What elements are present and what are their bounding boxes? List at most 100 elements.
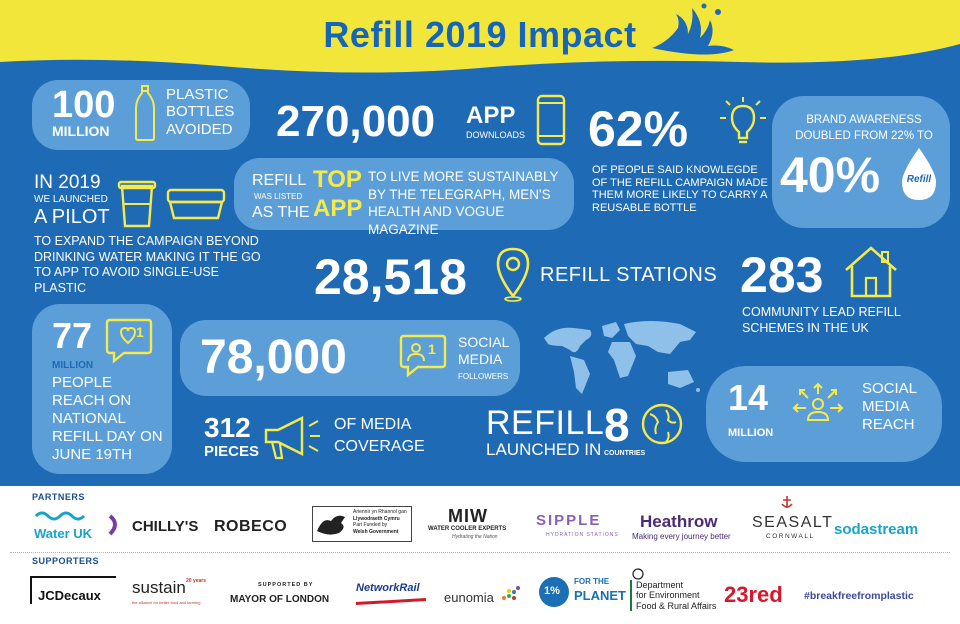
- social-reach-number: 14: [728, 377, 769, 418]
- splash-icon: [652, 3, 734, 55]
- one-percent-line2: PLANET: [574, 588, 626, 603]
- bottle-icon: [135, 85, 155, 141]
- media-number: 312: [204, 412, 251, 443]
- page-title: Refill 2019 Impact: [323, 14, 637, 55]
- top-app-app: APP: [313, 195, 363, 222]
- supporter-23red: 23red: [724, 582, 783, 607]
- defra-line3: Food & Rural Affairs: [636, 600, 717, 611]
- footer: PARTNERS Water UK CHILLY'S ROBECO Arienn…: [0, 486, 960, 624]
- sustain-badge: 20 years: [186, 578, 207, 584]
- social-reach-text: SOCIAL MEDIA REACH: [862, 380, 917, 433]
- top-app-text: TO LIVE MORE SUSTAINABLY BY THE TELEGRAP…: [368, 169, 559, 237]
- countries-unit: COUNTRIES: [604, 450, 646, 457]
- network-icon: [792, 382, 844, 421]
- seasalt-sub: CORNWALL: [766, 533, 815, 540]
- countries-launched: LAUNCHED IN: [486, 440, 602, 459]
- defra-line1: Department: [636, 580, 684, 590]
- social-number: 78,000: [200, 331, 347, 384]
- partner-miw: MIW: [448, 506, 488, 526]
- sustain-sub: the alliance for better food and farming: [132, 600, 201, 605]
- top-app-top: TOP: [313, 166, 362, 193]
- partner-sipple: SIPPLE: [536, 512, 602, 529]
- partner-chillys: CHILLY'S: [132, 518, 199, 535]
- cup-and-box-icon: [117, 180, 226, 228]
- drop-text: Refill: [906, 174, 932, 185]
- social-card: [180, 320, 520, 396]
- world-map-icon: [544, 321, 700, 394]
- crest-icon: [632, 568, 644, 580]
- one-percent-line1: FOR THE: [574, 577, 610, 586]
- reach77-card: [32, 304, 172, 474]
- water-uk-logo-icon: [34, 511, 86, 521]
- divider: [10, 552, 950, 553]
- partner-robeco: ROBECO: [214, 518, 288, 535]
- lightbulb-icon: [720, 97, 766, 144]
- bottles-text: PLASTIC BOTTLES AVOIDED: [166, 86, 235, 138]
- jcdecaux-frame: [30, 576, 116, 604]
- eunomia-dots-icon: [502, 586, 520, 600]
- community-text: COMMUNITY LEAD REFILL SCHEMES IN THE UK: [742, 305, 901, 336]
- like-badge: 1: [136, 324, 144, 340]
- chillys-logo-icon: [108, 514, 117, 536]
- globe-icon: [641, 403, 683, 445]
- one-percent-icon: [539, 577, 569, 607]
- bottles-number: 100: [52, 84, 116, 126]
- partner-seasalt: SEASALT: [752, 514, 834, 531]
- percent62-number: 62%: [588, 101, 689, 157]
- media-unit: PIECES: [204, 443, 260, 460]
- percent62-text: OF PEOPLE SAID KNOWLEGDE OF THE REFILL C…: [592, 164, 768, 214]
- followers-badge: 1: [428, 341, 436, 357]
- mayor-pre: SUPPORTED BY: [258, 582, 314, 588]
- one-percent-num: 1%: [544, 585, 560, 597]
- supporter-breakfree: #breakfreefromplastic: [804, 590, 914, 602]
- top-app-prefix: REFILL: [252, 172, 307, 189]
- followers-icon: [399, 334, 447, 378]
- supporter-eunomia: eunomia: [444, 590, 494, 605]
- welsh-line3: Part Funded by: [353, 522, 388, 528]
- networkrail-stripe-icon: [356, 598, 426, 605]
- partner-heathrow: Heathrow: [640, 512, 718, 531]
- stations-text: REFILL STATIONS: [540, 264, 718, 286]
- miw-sub: WATER COOLER EXPERTS: [428, 526, 507, 532]
- pilot-line1: IN 2019: [34, 172, 101, 193]
- reach77-number: 77: [52, 315, 93, 356]
- anchor-icon: [781, 496, 793, 508]
- pilot-text: TO EXPAND THE CAMPAIGN BEYOND DRINKING W…: [34, 234, 261, 295]
- countries-refill: REFILL: [486, 404, 605, 442]
- media-text: OF MEDIA COVERAGE: [334, 416, 425, 455]
- app-sub: DOWNLOADS: [466, 130, 526, 140]
- supporter-mayor: MAYOR OF LONDON: [230, 594, 330, 605]
- house-icon: [845, 246, 897, 298]
- water-drop-icon: [902, 148, 936, 200]
- reach77-text: PEOPLE REACH ON NATIONAL REFILL DAY ON J…: [52, 374, 163, 463]
- supporter-sustain: sustain: [132, 578, 186, 597]
- map-pin-icon: [496, 247, 530, 302]
- top-app-was-listed: WAS LISTED: [254, 192, 303, 201]
- welsh-line1: Ariennir yn Rhannol gan: [353, 509, 407, 515]
- countries-number: 8: [604, 399, 630, 451]
- phone-icon: [536, 94, 566, 146]
- welsh-government-logo: Ariennir yn Rhannol gan Llywodraeth Cymr…: [312, 506, 412, 542]
- community-number: 283: [740, 247, 824, 303]
- social-text: SOCIAL MEDIA: [458, 334, 509, 367]
- top-app-card: [234, 158, 574, 230]
- partners-label: PARTNERS: [32, 492, 85, 502]
- app-number: 270,000: [276, 97, 436, 146]
- pilot-line2: WE LAUNCHED: [34, 194, 108, 205]
- sipple-sub: HYDRATION STATIONS: [546, 532, 619, 538]
- defra-line2: for Environment: [636, 590, 700, 601]
- partner-water-uk: Water UK: [34, 526, 93, 541]
- miw-tag: Hydrating the Nation: [452, 534, 498, 540]
- brand-number: 40%: [780, 147, 881, 203]
- welsh-line4: Welsh Government: [353, 528, 399, 535]
- top-app-as-the: AS THE: [252, 204, 310, 221]
- partner-sodastream: sodastream: [834, 521, 919, 538]
- stations-number: 28,518: [314, 249, 467, 305]
- reach77-unit: MILLION: [52, 360, 94, 371]
- social-sub: FOLLOWERS: [458, 372, 509, 381]
- dragon-icon: [317, 515, 345, 535]
- brand-text: BRAND AWARENESS DOUBLED FROM 22% TO: [795, 114, 933, 143]
- like-icon: [105, 318, 153, 364]
- app-word: APP: [466, 102, 516, 129]
- social-reach-unit: MILLION: [728, 427, 774, 439]
